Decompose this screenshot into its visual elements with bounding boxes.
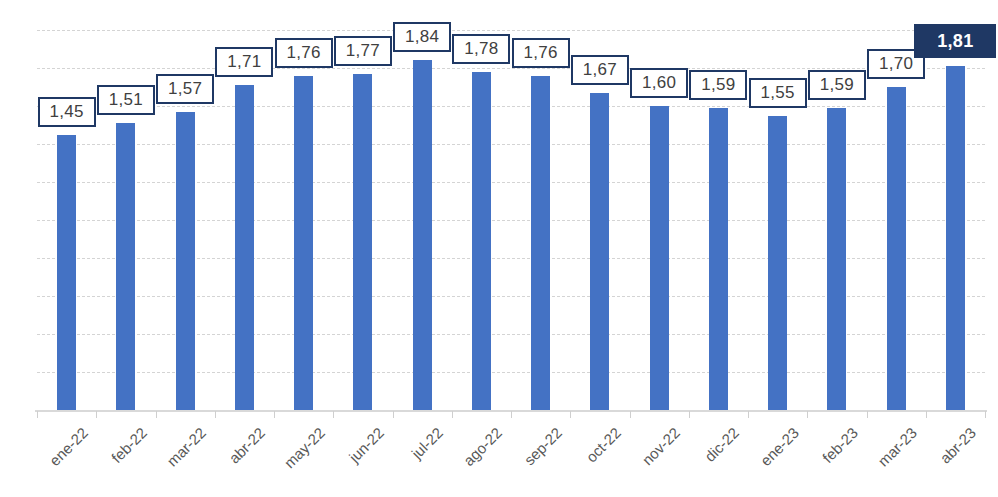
- axis-tick: [570, 411, 571, 418]
- bar: [413, 60, 432, 410]
- value-label: 1,60: [630, 68, 688, 98]
- bar: [946, 66, 965, 410]
- value-label-text: 1,76: [286, 43, 320, 63]
- bar: [116, 123, 135, 410]
- value-label: 1,59: [808, 70, 866, 100]
- value-label-highlighted: 1,81: [914, 24, 996, 58]
- value-label-text: 1,51: [109, 90, 143, 110]
- value-label: 1,77: [334, 36, 392, 66]
- bar: [531, 76, 550, 410]
- bar: [472, 72, 491, 410]
- axis-tick: [215, 411, 216, 418]
- value-label-text: 1,71: [227, 52, 261, 72]
- bar: [650, 106, 669, 410]
- value-label: 1,78: [452, 34, 510, 64]
- value-label: 1,51: [97, 85, 155, 115]
- bar: [235, 85, 254, 410]
- value-label: 1,55: [749, 78, 807, 108]
- bar: [353, 74, 372, 410]
- gridline: [37, 68, 985, 69]
- bar: [827, 108, 846, 410]
- gridline: [37, 30, 985, 31]
- bar: [57, 135, 76, 411]
- bar: [294, 76, 313, 410]
- value-label-text: 1,78: [464, 39, 498, 59]
- value-label: 1,71: [215, 47, 273, 77]
- axis-tick: [630, 411, 631, 418]
- value-label-text: 1,70: [879, 54, 913, 74]
- axis-tick: [926, 411, 927, 418]
- value-label: 1,67: [571, 55, 629, 85]
- axis-tick: [689, 411, 690, 418]
- value-label-text: 1,77: [346, 41, 380, 61]
- value-label-text: 1,81: [937, 31, 973, 52]
- axis-tick: [511, 411, 512, 418]
- value-label: 1,57: [156, 74, 214, 104]
- axis-tick: [274, 411, 275, 418]
- value-label-text: 1,67: [583, 60, 617, 80]
- axis-tick: [393, 411, 394, 418]
- value-label: 1,45: [38, 97, 96, 127]
- value-label: 1,76: [512, 38, 570, 68]
- value-label-text: 1,84: [405, 27, 439, 47]
- value-label-text: 1,55: [760, 83, 794, 103]
- value-label: 1,76: [275, 38, 333, 68]
- bar: [887, 87, 906, 410]
- value-label-text: 1,59: [701, 75, 735, 95]
- axis-tick: [748, 411, 749, 418]
- axis-tick: [867, 411, 868, 418]
- bar: [709, 108, 728, 410]
- bar: [176, 112, 195, 410]
- value-label-text: 1,45: [49, 102, 83, 122]
- axis-tick: [452, 411, 453, 418]
- value-label-text: 1,76: [523, 43, 557, 63]
- axis-tick: [985, 411, 986, 418]
- value-label-text: 1,57: [168, 79, 202, 99]
- bar-chart: 1,45 1,51 1,57 1,71 1,76 1,77 1,84 1,78 1,76 1,67…: [0, 0, 998, 497]
- value-label-text: 1,59: [820, 75, 854, 95]
- axis-tick: [156, 411, 157, 418]
- axis-tick: [807, 411, 808, 418]
- value-label: 1,84: [393, 22, 451, 52]
- bar: [768, 116, 787, 411]
- value-label-text: 1,60: [642, 73, 676, 93]
- value-label: 1,59: [689, 70, 747, 100]
- bar: [590, 93, 609, 410]
- axis-tick: [333, 411, 334, 418]
- axis-tick: [37, 411, 38, 418]
- gridline: [37, 106, 985, 107]
- axis-tick: [96, 411, 97, 418]
